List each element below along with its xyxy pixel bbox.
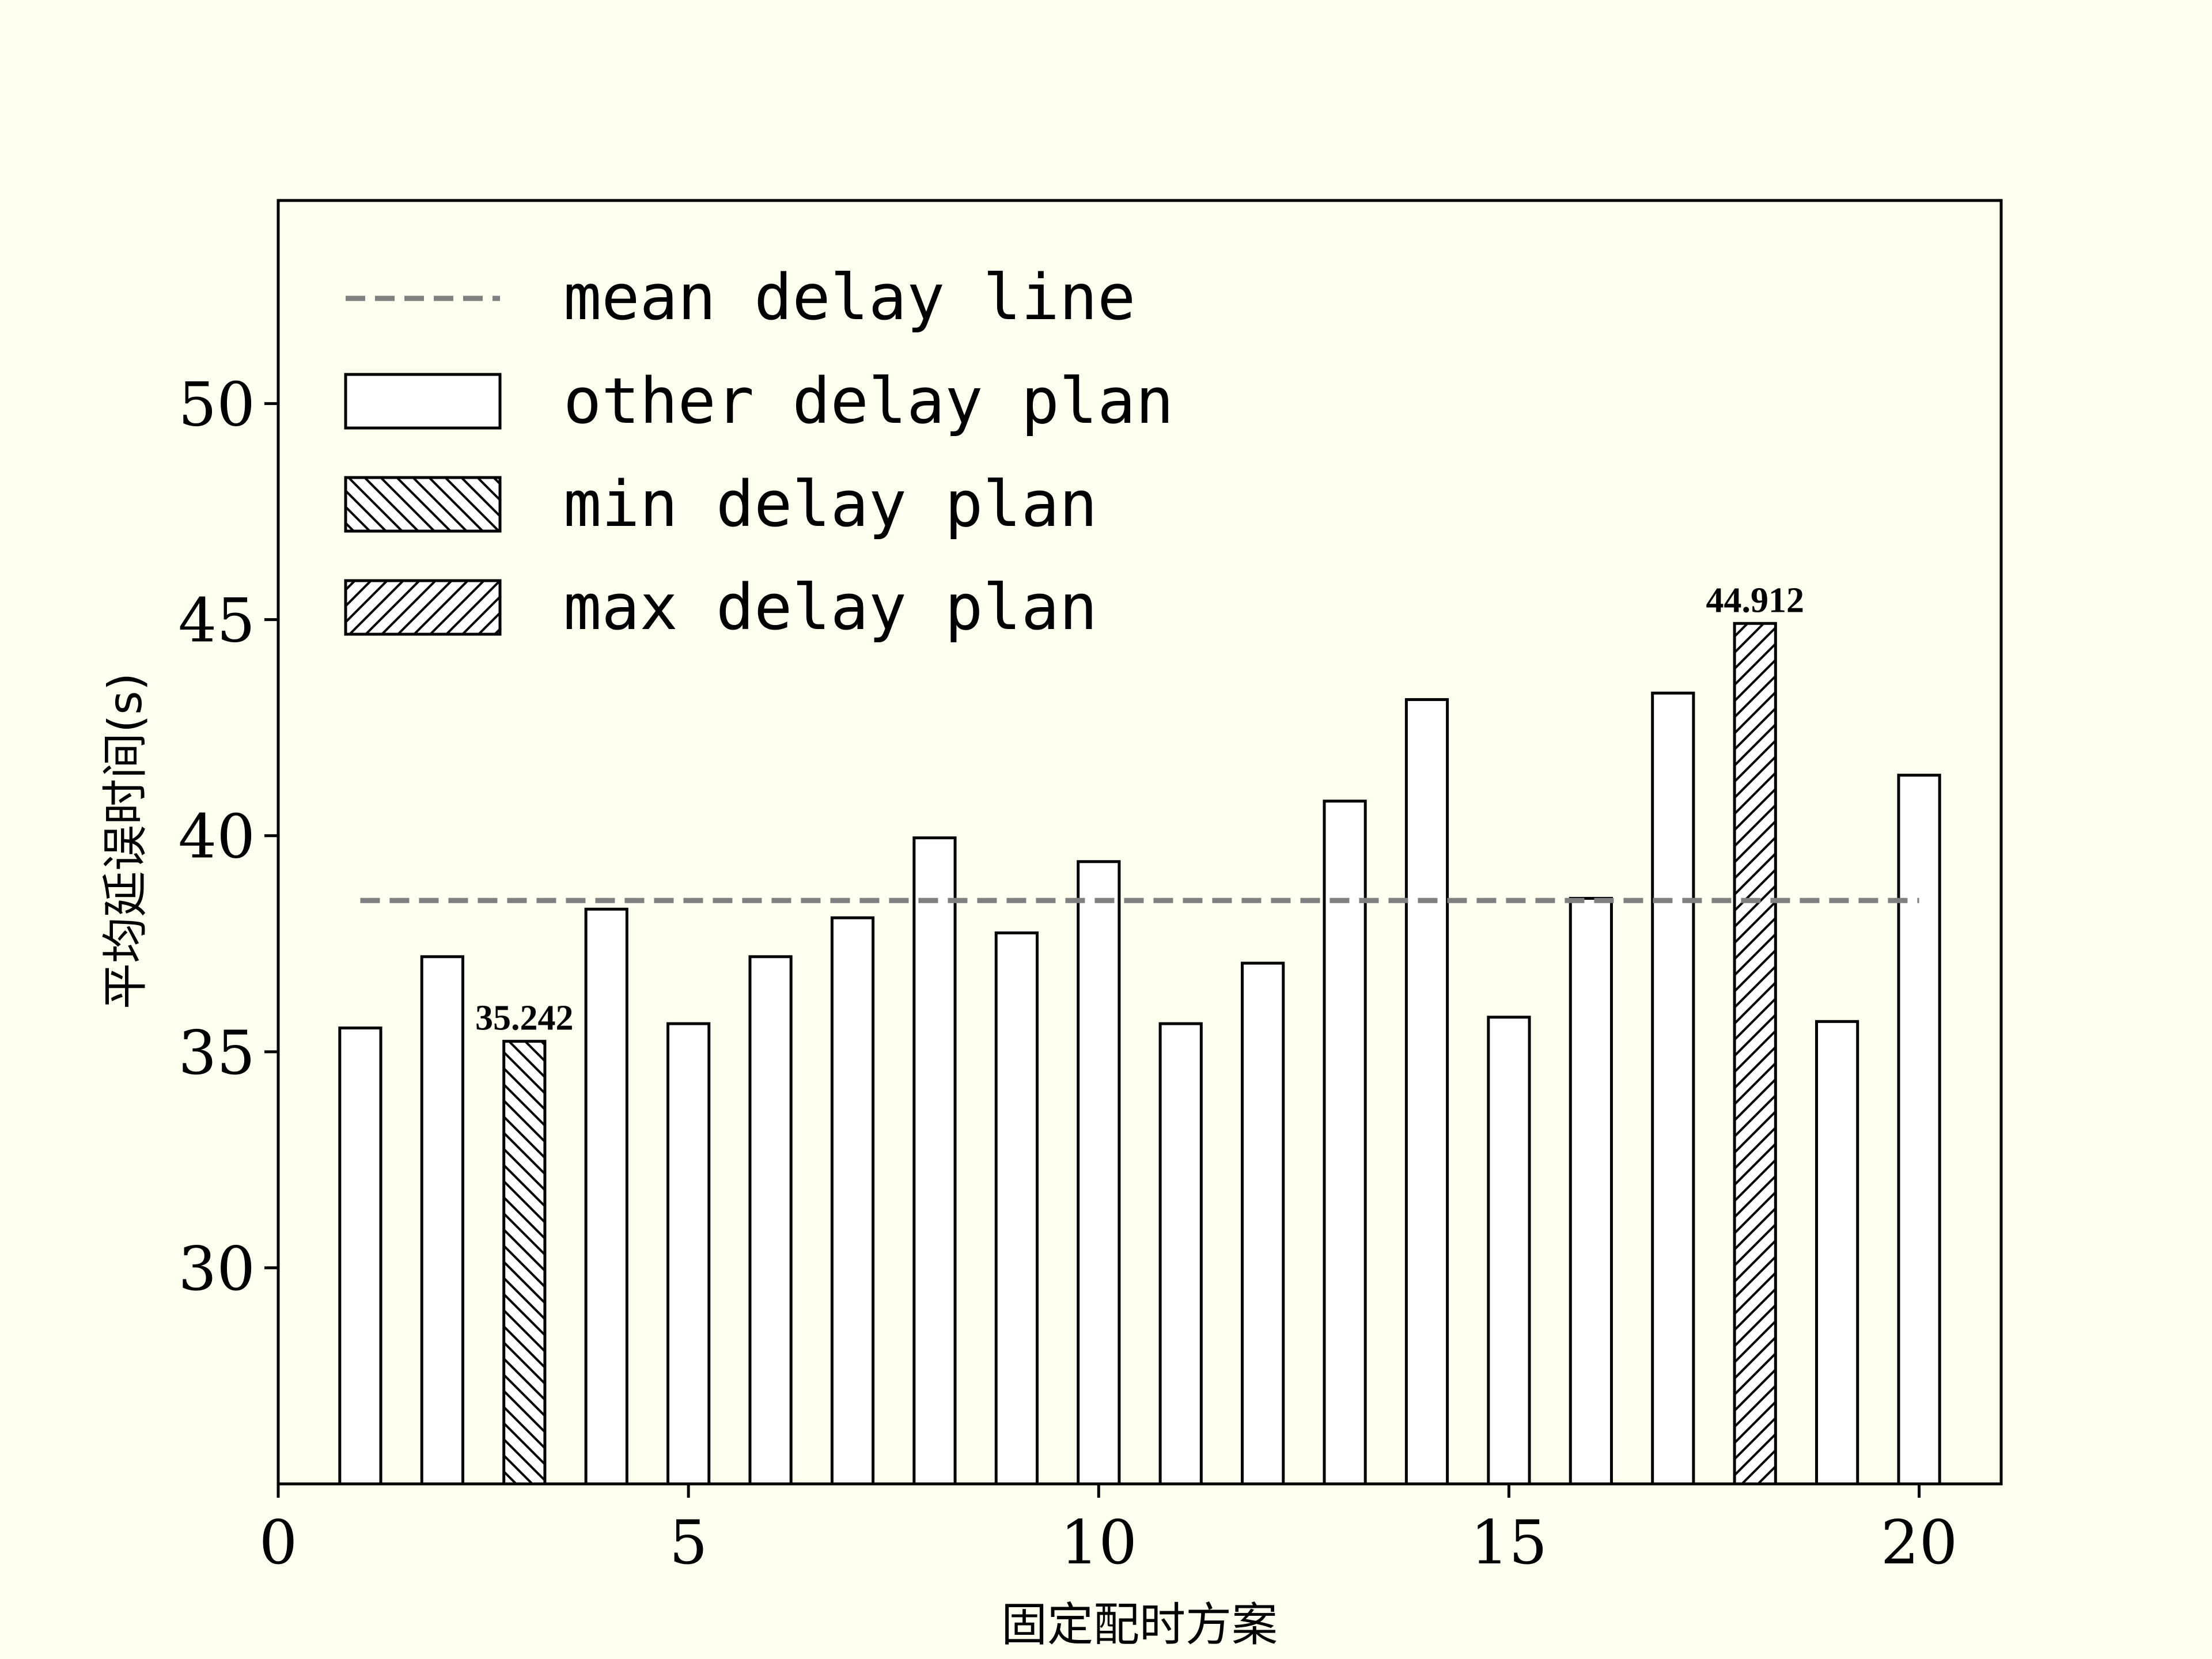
bars-layer [338, 622, 1941, 1486]
legend-label-max: max delay plan [563, 570, 1097, 644]
bar-other-plan-9 [994, 931, 1039, 1486]
bar-max-plan-18 [1733, 622, 1777, 1486]
y-tick-label-50: 50 [178, 370, 255, 440]
legend-min-swatch [344, 476, 502, 533]
plot-frame [276, 199, 2003, 1486]
y-tick-label-35: 35 [178, 1018, 255, 1088]
bar-other-plan-12 [1241, 961, 1285, 1486]
legend-label-other: other delay plan [563, 364, 1174, 438]
bar-data-label-2: 44.912 [1706, 581, 1804, 620]
bar-other-plan-20 [1897, 774, 1941, 1486]
bar-other-plan-2 [420, 955, 464, 1486]
bar-min-plan-3 [502, 1040, 547, 1486]
legend: mean delay line other delay plan min del… [344, 260, 1174, 644]
x-tick-label-20: 20 [1881, 1508, 1958, 1578]
y-tick-label-40: 40 [178, 802, 255, 872]
x-tick-label-5: 5 [669, 1508, 708, 1578]
y-axis-ticks: 30 35 40 45 50 [178, 370, 278, 1304]
x-tick-label-0: 0 [259, 1508, 298, 1578]
bar-other-plan-6 [748, 955, 793, 1486]
bar-other-plan-11 [1158, 1022, 1203, 1486]
legend-label-min: min delay plan [563, 467, 1097, 541]
bar-other-plan-4 [584, 907, 628, 1486]
bar-other-plan-14 [1404, 698, 1449, 1486]
bar-other-plan-1 [338, 1027, 382, 1486]
bar-other-plan-5 [666, 1022, 711, 1486]
legend-label-mean: mean delay line [563, 260, 1135, 334]
y-axis-title: 平均延误时间(s) [99, 673, 152, 1009]
bar-other-plan-10 [1077, 860, 1121, 1486]
bar-other-plan-8 [912, 836, 957, 1486]
y-tick-label-45: 45 [178, 586, 255, 656]
x-axis-title: 固定配时方案 [1001, 1598, 1278, 1652]
bar-other-plan-16 [1569, 897, 1613, 1486]
x-axis-ticks: 0 5 10 15 20 [259, 1484, 1958, 1578]
legend-max-swatch [344, 579, 502, 636]
legend-other-swatch [344, 373, 502, 430]
bar-other-plan-17 [1651, 691, 1695, 1486]
bar-other-plan-7 [830, 916, 875, 1486]
bar-other-plan-13 [1323, 800, 1367, 1486]
annotation-layer: 35.242 44.912 [475, 581, 1804, 1037]
x-tick-label-10: 10 [1060, 1508, 1137, 1578]
bar-other-plan-15 [1487, 1016, 1531, 1486]
x-tick-label-15: 15 [1471, 1508, 1548, 1578]
bar-data-label-1: 35.242 [475, 999, 574, 1038]
y-tick-label-30: 30 [178, 1234, 255, 1304]
bar-other-plan-19 [1815, 1020, 1859, 1486]
